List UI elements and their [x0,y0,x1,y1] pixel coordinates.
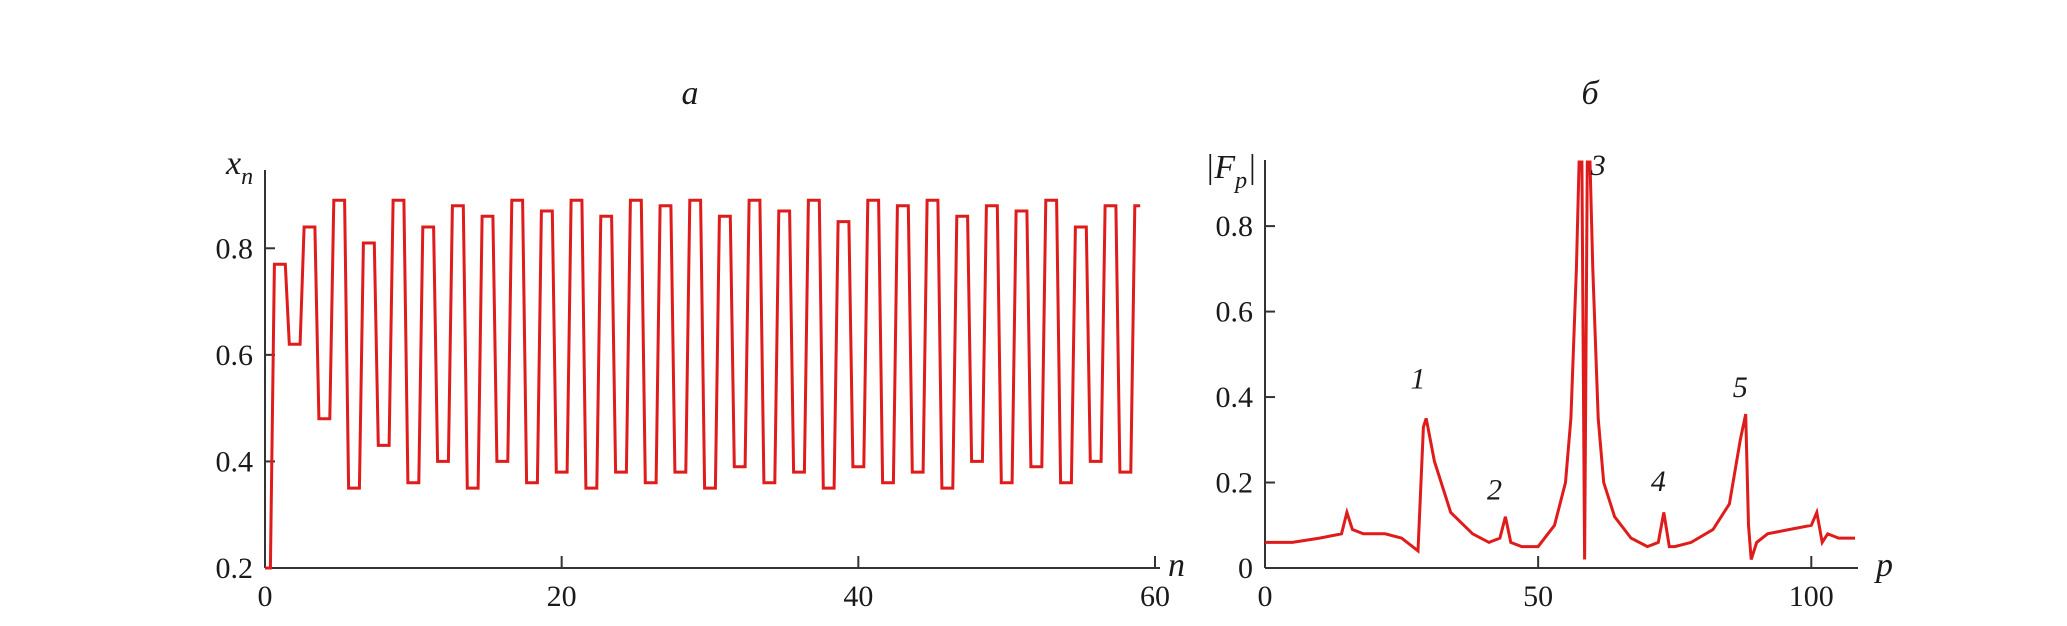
panel-b-x-tick-label: 0 [1258,580,1273,613]
panel-b-y-tick-label: 0 [1238,552,1253,585]
panel-b-y-axis-label: |Fp| [1205,149,1256,194]
panel-a-y-tick-label: 0.6 [216,339,254,372]
panel-b-y-tick-label: 0.2 [1216,467,1254,500]
panel-a-x-tick-label: 0 [258,580,273,613]
panel-b-x-ticks: 0 50 100 [1258,556,1834,613]
panel-a: a 0.2 0.4 0.6 0.8 0 20 40 60 xn n [216,75,1186,613]
panel-a-x-tick-label: 20 [547,580,577,613]
panel-b-peak-label: 5 [1733,371,1748,404]
panel-b-peak-label: 4 [1651,465,1666,498]
panel-a-title: a [682,75,699,112]
panel-a-y-tick-label: 0.2 [216,552,254,585]
panel-a-x-tick-label: 40 [843,580,873,613]
panel-b-peak-label: 1 [1410,363,1425,396]
panel-a-x-ticks: 0 20 40 60 [258,556,1170,613]
panel-b-x-axis-label: p [1874,547,1893,584]
panel-a-y-ticks: 0.2 0.4 0.6 0.8 [216,232,275,585]
panel-b-series-line [1265,160,1855,560]
panel-a-x-axis-label: n [1168,547,1185,584]
panel-a-y-tick-label: 0.8 [216,232,254,265]
panel-a-series-line [265,198,1141,570]
panel-a-y-axis-label: xn [225,145,253,190]
panel-b-title: б [1581,75,1600,112]
panel-b-y-tick-label: 0.4 [1216,381,1254,414]
panel-b-y-tick-label: 0.8 [1216,210,1254,243]
panel-b-y-ticks: 0 0.2 0.4 0.6 0.8 [1216,210,1275,585]
panel-b-peak-annotations: 1 2 3 4 5 [1410,149,1747,507]
panel-a-x-tick-label: 60 [1140,580,1170,613]
panel-b-peak-label: 2 [1487,474,1502,507]
panel-b: б 0 0.2 0.4 0.6 0.8 0 50 100 |Fp| p 1 2 3 4 5 [1205,75,1893,613]
panel-b-y-tick-label: 0.6 [1216,296,1254,329]
panel-b-x-tick-label: 50 [1523,580,1553,613]
panel-b-peak-label: 3 [1590,149,1606,182]
panel-a-y-tick-label: 0.4 [216,445,254,478]
panel-b-x-tick-label: 100 [1789,580,1834,613]
